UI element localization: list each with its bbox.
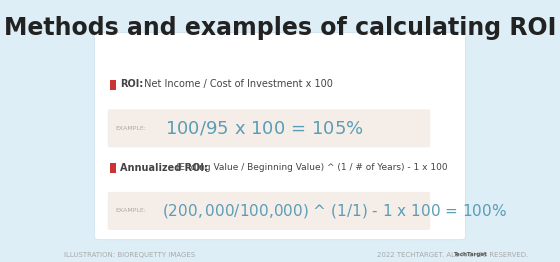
FancyBboxPatch shape	[108, 110, 430, 147]
Text: $100 / $95 x 100 = 105%: $100 / $95 x 100 = 105%	[165, 119, 364, 137]
Text: ($200,000 / $100,000) ^ (1/1) - 1 x 100 = 100%: ($200,000 / $100,000) ^ (1/1) - 1 x 100 …	[162, 202, 507, 220]
Text: ILLUSTRATION: BIOREQUETTY IMAGES: ILLUSTRATION: BIOREQUETTY IMAGES	[64, 253, 195, 258]
Text: 2022 TECHTARGET. ALL RIGHTS RESERVED.: 2022 TECHTARGET. ALL RIGHTS RESERVED.	[377, 253, 529, 258]
Text: TechTarget: TechTarget	[454, 252, 488, 257]
Text: EXAMPLE:: EXAMPLE:	[116, 126, 147, 131]
Text: ROI:: ROI:	[120, 79, 143, 89]
Text: EXAMPLE:: EXAMPLE:	[116, 208, 147, 214]
Text: Net Income / Cost of Investment x 100: Net Income / Cost of Investment x 100	[141, 79, 333, 89]
FancyBboxPatch shape	[95, 33, 465, 240]
Text: Annualized ROI:: Annualized ROI:	[120, 163, 208, 173]
FancyBboxPatch shape	[110, 80, 116, 90]
Text: Methods and examples of calculating ROI: Methods and examples of calculating ROI	[4, 15, 556, 40]
Text: (Ending Value / Beginning Value) ^ (1 / # of Years) - 1 x 100: (Ending Value / Beginning Value) ^ (1 / …	[173, 163, 448, 172]
FancyBboxPatch shape	[108, 192, 430, 230]
FancyBboxPatch shape	[110, 163, 116, 173]
